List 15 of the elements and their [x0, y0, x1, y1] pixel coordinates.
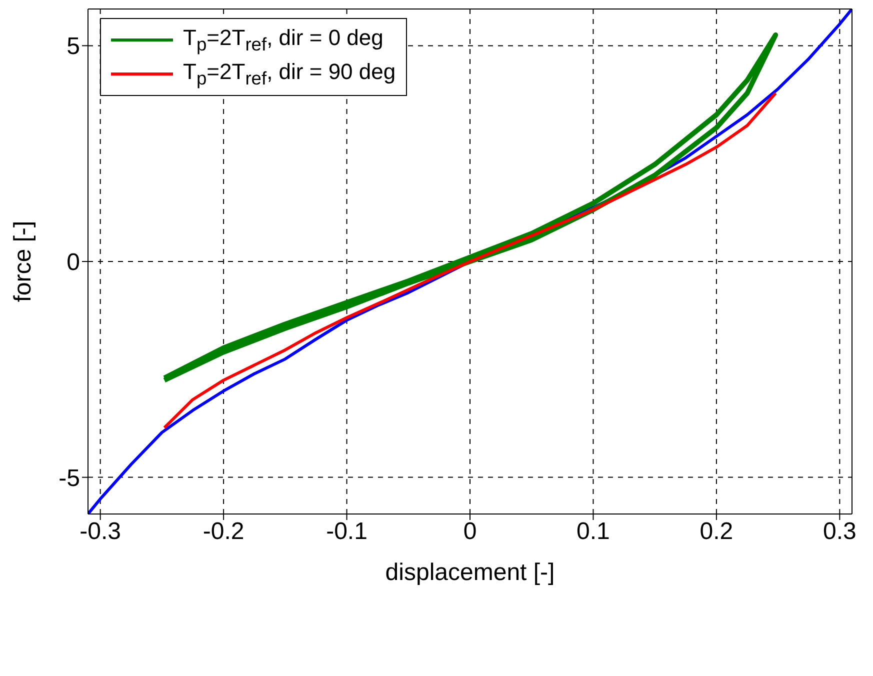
y-tick-label: 5	[66, 33, 80, 60]
y-tick-label: -5	[58, 464, 80, 492]
x-tick-label: 0	[463, 518, 477, 546]
y-tick-label: 0	[66, 249, 80, 276]
x-tick-label: -0.1	[326, 518, 368, 546]
x-tick-label: 0.2	[700, 518, 734, 546]
x-tick-label: -0.3	[80, 518, 121, 546]
x-tick-label: 0.3	[822, 518, 856, 546]
x-tick-label: -0.2	[202, 518, 244, 546]
y-axis-title: force [-]	[10, 220, 37, 302]
x-axis-title: displacement [-]	[385, 559, 555, 586]
line-series	[162, 92, 778, 430]
legend-label: T$_{p}$=2T$_{ref}$, dir = 0 deg	[183, 24, 384, 56]
legend-label: T$_{p}$=2T$_{ref}$, dir = 90 deg	[183, 58, 396, 90]
x-tick-label: 0.1	[576, 518, 610, 546]
